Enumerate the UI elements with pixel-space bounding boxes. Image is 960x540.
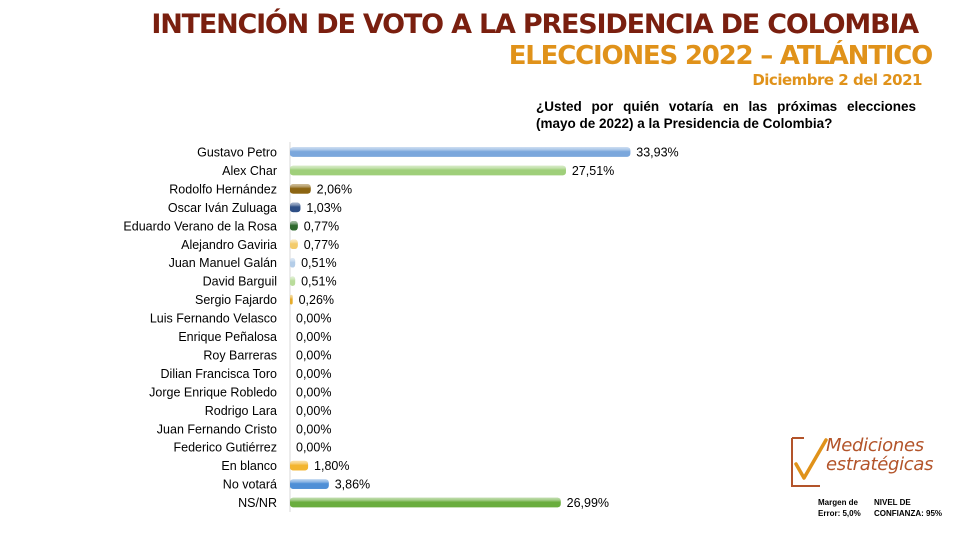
category-label: Enrique Peñalosa (178, 330, 277, 344)
bar (290, 184, 311, 194)
bar (290, 460, 309, 471)
survey-date: Diciembre 2 del 2021 (752, 71, 922, 89)
margin-of-error-label: Margen de (818, 498, 859, 507)
category-label: Alex Char (222, 164, 277, 178)
bar (290, 257, 296, 268)
bar (290, 221, 298, 231)
value-label: 3,86% (335, 478, 370, 492)
value-label: 26,99% (567, 496, 609, 510)
category-label: Jorge Enrique Robledo (149, 385, 277, 399)
value-label: 0,26% (299, 293, 334, 307)
logo-wordmark: Mediciones estratégicas (826, 435, 934, 475)
category-label: Dilian Francisca Toro (161, 367, 278, 381)
value-label: 0,77% (304, 219, 339, 233)
category-label: En blanco (221, 459, 277, 473)
value-label: 0,51% (301, 256, 336, 270)
confidence-level-value: CONFIANZA: 95% (874, 509, 943, 518)
bar (290, 294, 293, 305)
page-subtitle: ELECCIONES 2022 – ATLÁNTICO (508, 41, 933, 71)
category-label: Alejandro Gaviria (181, 238, 277, 252)
value-label: 0,00% (296, 312, 331, 326)
bars-layer: Gustavo Petro 33,93% Alex Char 27,51% Rodolf… (123, 146, 678, 511)
confidence-level-note: NIVEL DE CONFIANZA: 95% (874, 497, 942, 519)
value-label: 1,80% (314, 459, 349, 473)
value-label: 0,77% (304, 238, 339, 252)
category-label: NS/NR (238, 496, 277, 510)
category-label: Gustavo Petro (197, 146, 277, 160)
survey-question: ¿Usted por quién votaría en las próximas… (536, 99, 916, 131)
value-label: 0,00% (296, 348, 331, 362)
category-label: Rodrigo Lara (205, 404, 277, 418)
bar (290, 239, 298, 249)
confidence-level-label: NIVEL DE (874, 498, 911, 507)
category-label: Juan Fernando Cristo (157, 422, 277, 436)
value-label: 0,51% (301, 275, 336, 289)
bar (290, 479, 329, 489)
category-label: Federico Gutiérrez (173, 441, 277, 455)
value-label: 0,00% (296, 367, 331, 381)
page-title: INTENCIÓN DE VOTO A LA PRESIDENCIA DE CO… (151, 9, 919, 40)
value-label: 0,00% (296, 422, 331, 436)
logo-line-2: estratégicas (826, 454, 934, 475)
category-label: David Barguil (203, 275, 277, 289)
value-label: 0,00% (296, 441, 331, 455)
margin-of-error-note: Margen de Error: 5,0% (818, 497, 861, 519)
bar (290, 276, 296, 286)
mediciones-estrategicas-logo: Mediciones estratégicas (786, 434, 946, 494)
category-label: Juan Manuel Galán (169, 256, 277, 270)
category-label: No votará (223, 478, 277, 492)
value-label: 0,00% (296, 404, 331, 418)
category-label: Oscar Iván Zuluaga (168, 201, 277, 215)
bar (290, 497, 561, 508)
category-label: Eduardo Verano de la Rosa (123, 219, 277, 233)
logo-checkmark-icon (791, 437, 828, 487)
value-label: 2,06% (317, 182, 352, 196)
category-label: Rodolfo Hernández (169, 182, 277, 196)
margin-of-error-value: Error: 5,0% (818, 509, 861, 518)
value-label: 0,00% (296, 385, 331, 399)
bar (290, 147, 631, 157)
value-label: 0,00% (296, 330, 331, 344)
category-label: Sergio Fajardo (195, 293, 277, 307)
bar (290, 165, 566, 176)
value-label: 27,51% (572, 164, 614, 178)
category-label: Roy Barreras (203, 348, 277, 362)
value-label: 1,03% (306, 201, 341, 215)
value-label: 33,93% (636, 146, 678, 160)
logo-line-1: Mediciones (826, 435, 924, 456)
bar (290, 202, 301, 213)
category-label: Luis Fernando Velasco (150, 312, 277, 326)
